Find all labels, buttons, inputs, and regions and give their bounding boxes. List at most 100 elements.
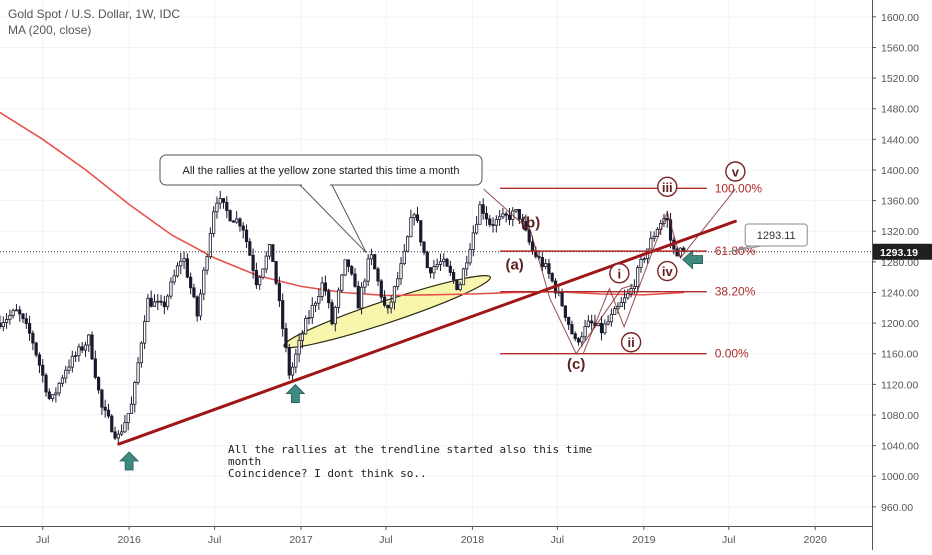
- candle-down: [24, 318, 28, 324]
- candle-up: [340, 274, 344, 291]
- time-tick-label: 2016: [117, 534, 141, 546]
- price-tick-label: 1360.00: [881, 196, 919, 208]
- candle-down: [550, 273, 554, 282]
- candle-up: [77, 346, 81, 357]
- bottom-annotation-line: Coincidence? I dont think so..: [228, 467, 427, 480]
- candle-down: [251, 254, 255, 271]
- price-callout-box: [744, 223, 808, 247]
- price-tick-label: 960.00: [881, 502, 913, 514]
- up-arrow-icon: [119, 451, 140, 471]
- candle-up: [235, 218, 239, 223]
- wave-label: (c): [567, 356, 585, 373]
- candle-up: [60, 377, 65, 384]
- price-tick-label: 1040.00: [881, 441, 919, 453]
- candle-down: [21, 313, 25, 320]
- up-arrow-icon: [285, 383, 306, 403]
- candle-down: [221, 198, 226, 203]
- bottom-annotation-line: All the rallies at the trendline started…: [228, 443, 592, 456]
- time-tick-label: Jul: [36, 534, 49, 546]
- candle-down: [425, 252, 429, 269]
- candle-up: [586, 320, 590, 327]
- candle-down: [527, 229, 531, 243]
- fib-level-label: 0.00%: [715, 347, 749, 361]
- candle-up: [139, 342, 143, 364]
- candle-down: [248, 241, 252, 256]
- wave-circle: [657, 260, 678, 282]
- candle-up: [461, 268, 466, 286]
- trendline: [117, 219, 737, 446]
- candle-up: [320, 282, 324, 297]
- candles-layer: [0, 190, 686, 444]
- chart-header: Gold Spot / U.S. Dollar, 1W, IDC MA (200…: [8, 6, 180, 38]
- wave-circle-label: ii: [627, 335, 634, 350]
- candle-up: [129, 403, 134, 415]
- time-tick-label: 2017: [289, 534, 313, 546]
- candle-up: [300, 333, 305, 341]
- candle-down: [100, 389, 104, 408]
- candle-down: [590, 320, 594, 324]
- last-price-label: 1293.19: [880, 247, 918, 259]
- candle-up: [169, 281, 173, 297]
- candle-up: [468, 249, 472, 264]
- candle-up: [208, 233, 212, 258]
- candle-up: [405, 236, 410, 252]
- candle-down: [281, 300, 285, 329]
- candle-up: [409, 217, 413, 238]
- candle-up: [179, 260, 183, 267]
- candle-down: [185, 258, 189, 278]
- candle-up: [297, 340, 301, 355]
- candle-down: [599, 322, 604, 334]
- candle-down: [284, 328, 288, 348]
- candle-down: [530, 241, 535, 251]
- candle-down: [162, 301, 166, 308]
- candle-up: [264, 255, 268, 270]
- candle-up: [313, 302, 318, 306]
- callout-pointer-join: [302, 183, 330, 187]
- candle-up: [294, 353, 298, 368]
- candle-down: [238, 218, 242, 227]
- moving-average-layer: [0, 111, 685, 297]
- candle-down: [353, 273, 357, 287]
- candle-down: [382, 296, 387, 306]
- candle-up: [544, 263, 548, 267]
- candle-up: [471, 232, 475, 250]
- candle-up: [57, 382, 61, 394]
- candle-up: [182, 258, 186, 262]
- indicator-label[interactable]: MA (200, close): [8, 23, 92, 37]
- candle-up: [333, 307, 337, 325]
- candle-down: [0, 322, 2, 328]
- candle-up: [619, 302, 623, 307]
- candle-up: [392, 286, 397, 303]
- candle-up: [465, 262, 469, 270]
- candle-up: [622, 297, 627, 303]
- candle-up: [198, 293, 203, 317]
- candle-down: [563, 305, 567, 318]
- wave-circle-label: i: [618, 266, 622, 281]
- price-tick-label: 1280.00: [881, 257, 919, 269]
- candle-up: [639, 258, 643, 269]
- symbol-title[interactable]: Gold Spot / U.S. Dollar, 1W, IDC: [8, 7, 181, 21]
- candle-up: [126, 413, 130, 424]
- candle-up: [307, 317, 311, 319]
- annotations-layer: All the rallies at the yellow zone start…: [159, 154, 592, 480]
- wave-circle: [609, 263, 630, 284]
- price-axis-bg: [872, 0, 932, 550]
- price-tick-label: 1440.00: [881, 134, 919, 146]
- candle-down: [573, 333, 577, 339]
- candle-down: [576, 338, 581, 343]
- candle-down: [327, 290, 331, 304]
- candle-up: [50, 394, 55, 399]
- time-tick-label: 2019: [632, 534, 656, 546]
- candle-up: [609, 314, 613, 323]
- candle-down: [330, 302, 334, 325]
- wave-circle: [620, 332, 642, 353]
- candle-down: [448, 265, 452, 273]
- candle-up: [603, 323, 607, 334]
- candle-up: [458, 284, 462, 291]
- abc-wave-path: [483, 188, 634, 355]
- time-tick-label: Jul: [379, 534, 392, 546]
- price-tick-label: 1400.00: [881, 165, 919, 177]
